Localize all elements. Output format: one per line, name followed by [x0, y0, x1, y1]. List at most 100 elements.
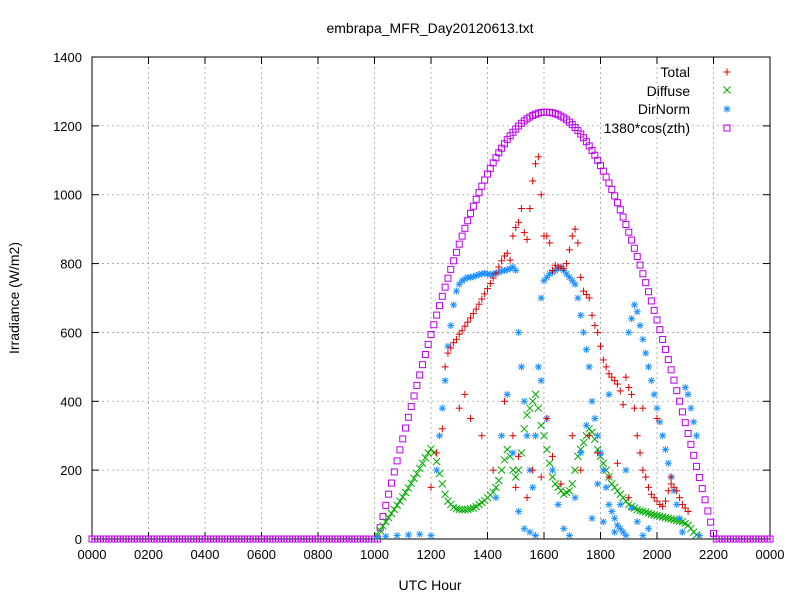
data-point	[463, 505, 472, 514]
data-point	[639, 335, 647, 343]
y-tick-label: 400	[60, 394, 82, 409]
data-point	[416, 530, 424, 538]
data-point	[548, 473, 557, 481]
x-axis: 0000 0200 0400 0600 0800 1000 1200 1400 1600 1800…	[78, 57, 784, 562]
data-point	[498, 432, 506, 440]
data-point	[514, 466, 523, 474]
data-point	[659, 432, 667, 440]
data-point	[664, 487, 672, 495]
chart-title: embrapa_MFR_Day20120613.txt	[326, 20, 533, 36]
data-point	[571, 280, 579, 288]
data-point	[427, 331, 435, 339]
data-point	[387, 509, 396, 518]
data-point	[455, 404, 463, 412]
data-point	[464, 318, 472, 326]
data-point	[599, 459, 608, 468]
data-point	[639, 507, 647, 516]
data-point	[639, 404, 647, 412]
data-point	[585, 432, 593, 440]
data-point	[676, 397, 684, 405]
data-point	[616, 206, 624, 214]
data-point	[452, 335, 460, 343]
data-point	[438, 480, 447, 488]
legend-swatches	[723, 68, 731, 132]
data-point	[503, 249, 511, 257]
legend-label-dirnorm: DirNorm	[638, 101, 690, 117]
data-point	[653, 316, 661, 324]
data-point	[447, 344, 455, 352]
y-tick-label: 1200	[53, 119, 82, 134]
data-point	[655, 512, 664, 521]
series-2	[373, 263, 703, 541]
data-point	[494, 476, 503, 485]
data-point	[693, 432, 701, 440]
data-point	[645, 363, 653, 371]
data-point	[681, 419, 689, 427]
data-point	[633, 518, 641, 526]
x-axis-title: UTC Hour	[398, 577, 461, 593]
x-tick-label: 0200	[134, 547, 163, 562]
data-point	[628, 315, 636, 323]
data-point	[399, 435, 407, 443]
data-point	[653, 511, 661, 520]
data-point	[385, 490, 393, 498]
data-point	[582, 346, 590, 354]
legend-swatch	[723, 68, 731, 76]
data-point	[532, 532, 540, 540]
data-point	[585, 294, 593, 302]
data-point	[619, 213, 627, 221]
data-point	[622, 466, 630, 474]
series-0	[427, 153, 692, 515]
data-point	[537, 191, 545, 199]
data-point	[472, 305, 480, 313]
data-point	[647, 377, 655, 385]
data-point	[548, 466, 556, 474]
data-point	[419, 361, 427, 369]
data-point	[645, 288, 653, 296]
data-point	[407, 403, 415, 411]
data-point	[653, 415, 661, 422]
legend-swatch	[723, 86, 731, 94]
x-tick-label: 1400	[473, 547, 502, 562]
data-point	[416, 371, 424, 379]
data-point	[404, 531, 412, 539]
data-point	[591, 322, 599, 330]
data-point	[616, 387, 624, 395]
data-point	[667, 366, 675, 374]
data-point	[492, 483, 500, 492]
data-point	[433, 311, 441, 319]
data-point	[450, 301, 458, 309]
data-point	[594, 328, 602, 336]
data-point	[427, 532, 435, 540]
data-point	[404, 413, 412, 421]
data-point	[571, 225, 579, 233]
data-point	[542, 445, 551, 454]
data-point	[628, 390, 636, 398]
data-point	[376, 526, 385, 535]
data-point	[639, 466, 647, 474]
data-point	[676, 494, 684, 502]
data-point	[509, 232, 517, 240]
data-point	[506, 256, 514, 264]
data-point	[447, 265, 455, 273]
data-point	[673, 487, 681, 495]
data-point	[543, 232, 551, 240]
data-point	[509, 466, 517, 474]
data-point	[545, 459, 554, 468]
data-point	[636, 261, 644, 269]
data-point	[687, 440, 695, 448]
data-point	[636, 506, 644, 515]
data-point	[452, 248, 460, 256]
data-point	[430, 321, 438, 329]
data-point	[450, 257, 458, 265]
data-point	[563, 260, 571, 268]
data-point	[435, 302, 443, 310]
data-point	[517, 204, 525, 212]
y-tick-label: 800	[60, 257, 82, 272]
data-point	[467, 314, 475, 322]
data-point	[684, 390, 692, 398]
data-point	[520, 525, 528, 533]
data-point	[381, 517, 390, 526]
data-point	[520, 397, 528, 405]
